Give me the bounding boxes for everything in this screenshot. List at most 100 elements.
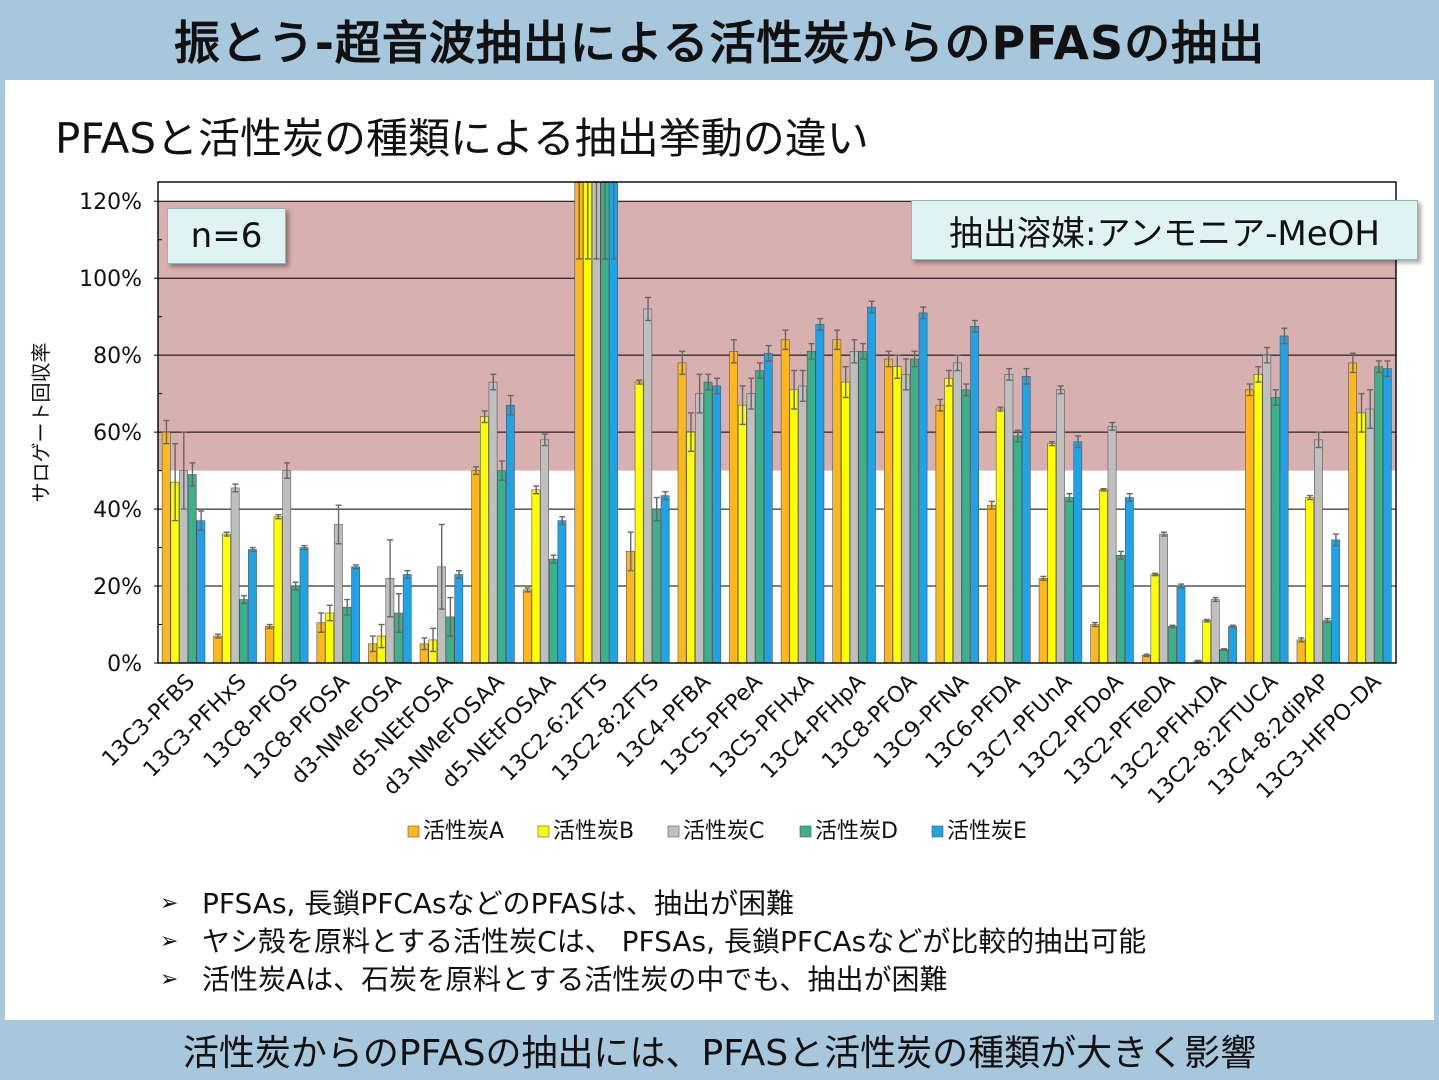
plot-frame xyxy=(157,181,1397,664)
bar xyxy=(299,547,309,664)
bar xyxy=(841,381,850,664)
arrow-bullet-icon: ➢ xyxy=(160,891,179,916)
y-tick-label: 100% xyxy=(79,267,142,292)
sample-count-badge: n=6 xyxy=(167,208,286,264)
finding-item: ➢ 活性炭Aは、石炭を原料とする活性炭の中でも、抽出が困難 xyxy=(160,961,1146,999)
bar xyxy=(858,351,868,664)
bar xyxy=(239,599,249,664)
bar xyxy=(1056,389,1065,664)
bar xyxy=(867,306,876,664)
y-tick-label: 40% xyxy=(93,498,142,523)
y-tick-label: 20% xyxy=(93,575,142,600)
bar xyxy=(918,312,928,664)
bar xyxy=(1253,374,1263,664)
bar xyxy=(746,393,756,664)
legend-swatch xyxy=(799,825,812,838)
bar xyxy=(1124,497,1134,664)
bar xyxy=(694,393,704,664)
arrow-bullet-icon: ➢ xyxy=(160,929,179,954)
bar xyxy=(883,358,893,664)
legend-label: 活性炭A xyxy=(423,819,504,844)
bar xyxy=(901,374,911,664)
legend-label: 活性炭C xyxy=(683,819,764,844)
bar xyxy=(1228,626,1237,664)
bar xyxy=(1296,639,1306,664)
bar xyxy=(540,439,550,664)
bar xyxy=(1004,374,1014,664)
bar xyxy=(1167,626,1177,664)
bar xyxy=(1073,441,1083,664)
bar xyxy=(755,370,765,664)
bar xyxy=(333,524,343,664)
bar xyxy=(780,339,790,664)
bar xyxy=(1365,408,1375,664)
bar xyxy=(952,362,962,664)
legend-swatch xyxy=(931,825,944,838)
bar xyxy=(497,470,507,664)
bar xyxy=(815,324,825,664)
bar xyxy=(1348,362,1358,664)
bar xyxy=(351,566,361,664)
bar xyxy=(213,635,223,664)
bar xyxy=(1038,578,1048,664)
finding-item: ➢ PFSAs, 長鎖PFCAsなどのPFASは、抽出が困難 xyxy=(160,885,1146,923)
findings-list: ➢ PFSAs, 長鎖PFCAsなどのPFASは、抽出が困難 ➢ ヤシ殻を原料とする… xyxy=(160,885,1146,999)
bar xyxy=(471,470,481,664)
slide-subtitle: PFASと活性炭の種類による抽出挙動の違い xyxy=(55,114,869,163)
bar xyxy=(1202,620,1211,664)
bar xyxy=(1013,435,1022,664)
bar xyxy=(1356,412,1366,664)
bar xyxy=(763,352,773,664)
y-tick-label: 120% xyxy=(79,190,142,215)
right-border xyxy=(1434,80,1439,1020)
arrow-bullet-icon: ➢ xyxy=(160,967,179,992)
legend-swatch xyxy=(407,825,420,838)
bar xyxy=(488,381,498,664)
legend-label: 活性炭D xyxy=(815,819,898,844)
y-axis-label: サロゲート回収率 xyxy=(29,343,53,503)
bar xyxy=(935,404,945,664)
bar xyxy=(1159,533,1169,664)
slide-header: 振とう-超音波抽出による活性炭からのPFASの抽出 xyxy=(0,0,1439,80)
bar xyxy=(970,325,980,664)
solvent-badge: 抽出溶媒:アンモニア-MeOH xyxy=(911,200,1418,260)
bar xyxy=(1331,539,1341,664)
left-border xyxy=(0,80,5,1020)
legend-swatch xyxy=(667,825,680,838)
bar xyxy=(282,470,292,664)
bar xyxy=(196,520,206,664)
bar xyxy=(1271,397,1280,664)
bar xyxy=(1021,376,1031,664)
bar xyxy=(187,474,197,664)
bar xyxy=(677,362,687,664)
bar xyxy=(806,351,816,664)
bar xyxy=(273,516,283,664)
bar xyxy=(161,431,171,664)
y-tick-label: 80% xyxy=(93,344,142,369)
bar xyxy=(1098,489,1108,664)
bar xyxy=(1305,497,1315,664)
bar xyxy=(505,404,515,664)
bar xyxy=(643,308,653,664)
bar xyxy=(548,558,558,664)
bar xyxy=(1262,354,1272,664)
bar xyxy=(961,389,971,664)
bar xyxy=(660,495,670,664)
bar xyxy=(849,351,859,664)
bar xyxy=(1116,554,1126,664)
bar xyxy=(1090,624,1100,664)
bar xyxy=(1313,439,1323,664)
bar xyxy=(454,574,464,664)
bar xyxy=(290,585,300,664)
bar xyxy=(832,339,842,664)
bar xyxy=(1176,585,1186,664)
bar xyxy=(789,389,799,664)
y-tick-label: 0% xyxy=(107,652,142,677)
bar xyxy=(402,574,412,664)
bar xyxy=(531,489,541,664)
bar xyxy=(703,381,713,664)
bar xyxy=(995,408,1005,664)
bar xyxy=(1107,426,1117,664)
legend-swatch xyxy=(537,825,550,838)
